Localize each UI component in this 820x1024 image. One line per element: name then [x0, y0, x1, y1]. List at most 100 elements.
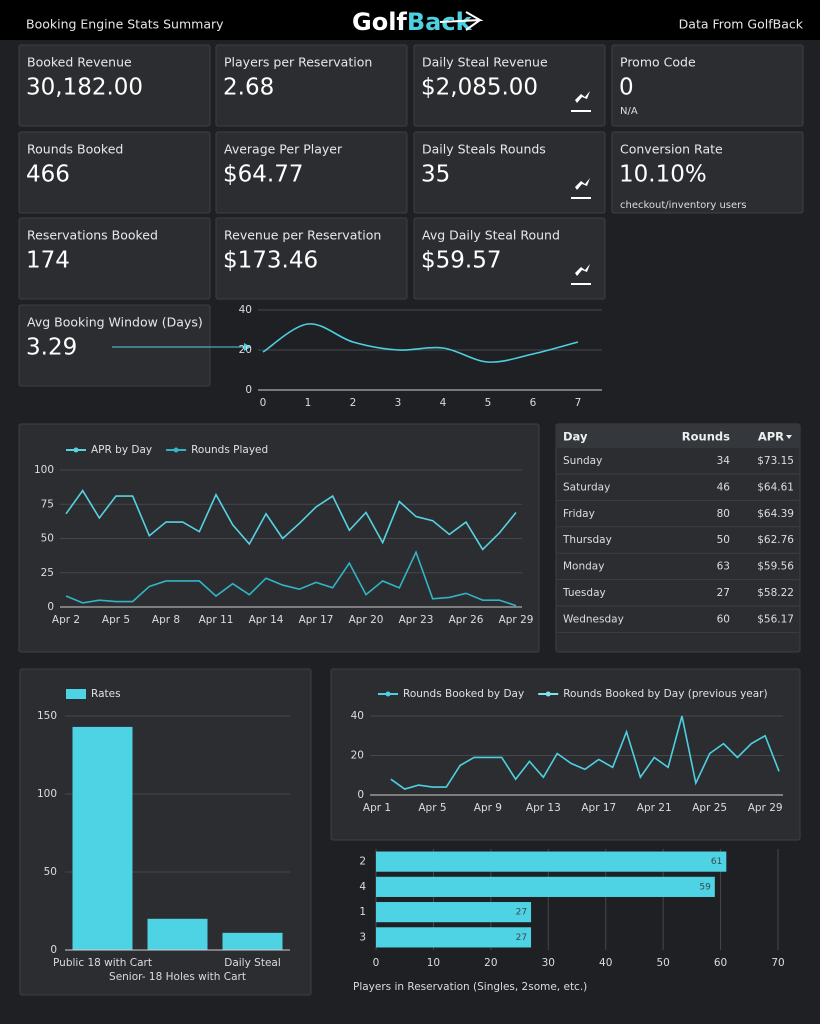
y-tick-label: 50 — [41, 533, 54, 545]
kpi-label: Daily Steal Revenue — [422, 55, 548, 70]
table-cell: $64.39 — [757, 508, 794, 520]
y-tick-label: 20 — [351, 750, 364, 762]
kpi-value: 466 — [26, 162, 70, 188]
y-tick-label: 40 — [239, 304, 252, 316]
y-tick-label: 100 — [37, 788, 57, 800]
kpi-card — [611, 44, 804, 127]
kpi-card — [18, 131, 211, 214]
table-cell: Saturday — [563, 481, 610, 493]
kpi-label: Avg Daily Steal Round — [422, 228, 560, 243]
x-tick-label: 60 — [714, 957, 727, 969]
table-header: APR — [758, 430, 784, 444]
bar — [376, 876, 715, 897]
data-label: 59 — [699, 882, 711, 892]
x-tick-label: Apr 11 — [199, 614, 234, 626]
kpi-note: N/A — [620, 106, 638, 117]
y-tick-label: 4 — [359, 881, 366, 893]
x-tick-label: 40 — [599, 957, 612, 969]
x-tick-label: Apr 23 — [399, 614, 434, 626]
legend-label: APR by Day — [91, 444, 152, 456]
table-cell: $56.17 — [757, 613, 794, 625]
kpi-note: checkout/inventory users — [620, 200, 746, 211]
table-header: Day — [563, 430, 588, 444]
x-tick-label: 50 — [656, 957, 669, 969]
x-tick-label: Apr 29 — [499, 614, 534, 626]
kpi-card — [18, 44, 211, 127]
y-tick-label: 150 — [37, 710, 57, 722]
x-tick-label: Senior- 18 Holes with Cart — [109, 971, 246, 983]
legend-label: Rounds Booked by Day (previous year) — [563, 688, 767, 700]
y-tick-label: 0 — [245, 384, 252, 396]
legend-swatch — [73, 447, 79, 453]
legend-label: Rounds Booked by Day — [403, 688, 524, 700]
kpi-card — [413, 131, 606, 214]
x-tick-label: Apr 20 — [349, 614, 384, 626]
x-tick-label: Apr 21 — [637, 802, 672, 814]
kpi-value: 174 — [26, 248, 70, 274]
x-tick-label: Apr 1 — [363, 802, 391, 814]
series-line — [390, 715, 780, 790]
kpi-label: Conversion Rate — [620, 142, 723, 157]
daily-steal-icons — [571, 91, 591, 285]
data-label: 27 — [516, 908, 527, 918]
x-tick-label: 10 — [427, 957, 440, 969]
y-tick-label: 0 — [47, 601, 54, 613]
legend-swatch — [545, 691, 551, 697]
table-cell: Sunday — [563, 455, 602, 467]
header-bar — [0, 0, 820, 40]
x-tick-label: Apr 8 — [152, 614, 180, 626]
kpi-value: 2.68 — [223, 75, 274, 101]
table-cell: Tuesday — [562, 587, 606, 599]
x-tick-label: Public 18 with Cart — [53, 957, 152, 969]
kpi-label: Booked Revenue — [27, 55, 132, 70]
x-tick-label: Apr 17 — [299, 614, 334, 626]
x-tick-label: 70 — [771, 957, 784, 969]
kpi-label: Average Per Player — [224, 142, 343, 157]
table-cell: Thursday — [562, 534, 612, 546]
table-cell: $64.61 — [757, 481, 794, 493]
y-tick-label: 1 — [359, 906, 366, 918]
icon — [571, 91, 591, 112]
kpi-value: $59.57 — [421, 248, 501, 274]
arrow-head — [244, 343, 251, 351]
kpi-label: Promo Code — [620, 55, 696, 70]
x-axis-title: Players in Reservation (Singles, 2some, … — [353, 981, 587, 993]
bar — [222, 932, 283, 950]
kpi-value: 3.29 — [26, 335, 77, 361]
y-tick-label: 50 — [44, 866, 57, 878]
legend-swatch — [385, 691, 391, 697]
legend-swatch — [173, 447, 179, 453]
kpi-value: $2,085.00 — [421, 75, 538, 101]
panel — [555, 423, 801, 653]
table-cell: $59.56 — [757, 561, 794, 573]
kpi-value: 30,182.00 — [26, 75, 143, 101]
x-tick-label: 1 — [305, 397, 312, 409]
legend-label: Rates — [91, 688, 121, 700]
table-cell: Friday — [563, 508, 595, 520]
kpi-label: Daily Steals Rounds — [422, 142, 546, 157]
kpi-card — [18, 304, 211, 387]
kpi-value: $173.46 — [223, 248, 318, 274]
bar — [72, 726, 133, 950]
y-tick-label: 75 — [41, 498, 54, 510]
table-cell: $58.22 — [757, 587, 794, 599]
legend-label: Rounds Played — [191, 444, 268, 456]
kpi-value: $64.77 — [223, 162, 303, 188]
x-tick-label: 7 — [575, 397, 582, 409]
x-tick-label: Apr 14 — [249, 614, 284, 626]
x-tick-label: Daily Steal — [224, 957, 281, 969]
y-tick-label: 2 — [359, 856, 366, 868]
x-tick-label: 5 — [485, 397, 492, 409]
sort-icon — [786, 435, 792, 439]
x-tick-label: Apr 25 — [692, 802, 727, 814]
table-cell: $62.76 — [757, 534, 794, 546]
kpi-value: 35 — [421, 162, 450, 188]
kpi-label: Rounds Booked — [27, 142, 123, 157]
logo-swoosh — [439, 11, 484, 31]
data-label: 61 — [711, 857, 722, 867]
table-cell: Wednesday — [563, 613, 624, 625]
table-cell: 27 — [717, 587, 730, 599]
x-tick-label: Apr 5 — [418, 802, 446, 814]
y-tick-label: 0 — [50, 944, 57, 956]
